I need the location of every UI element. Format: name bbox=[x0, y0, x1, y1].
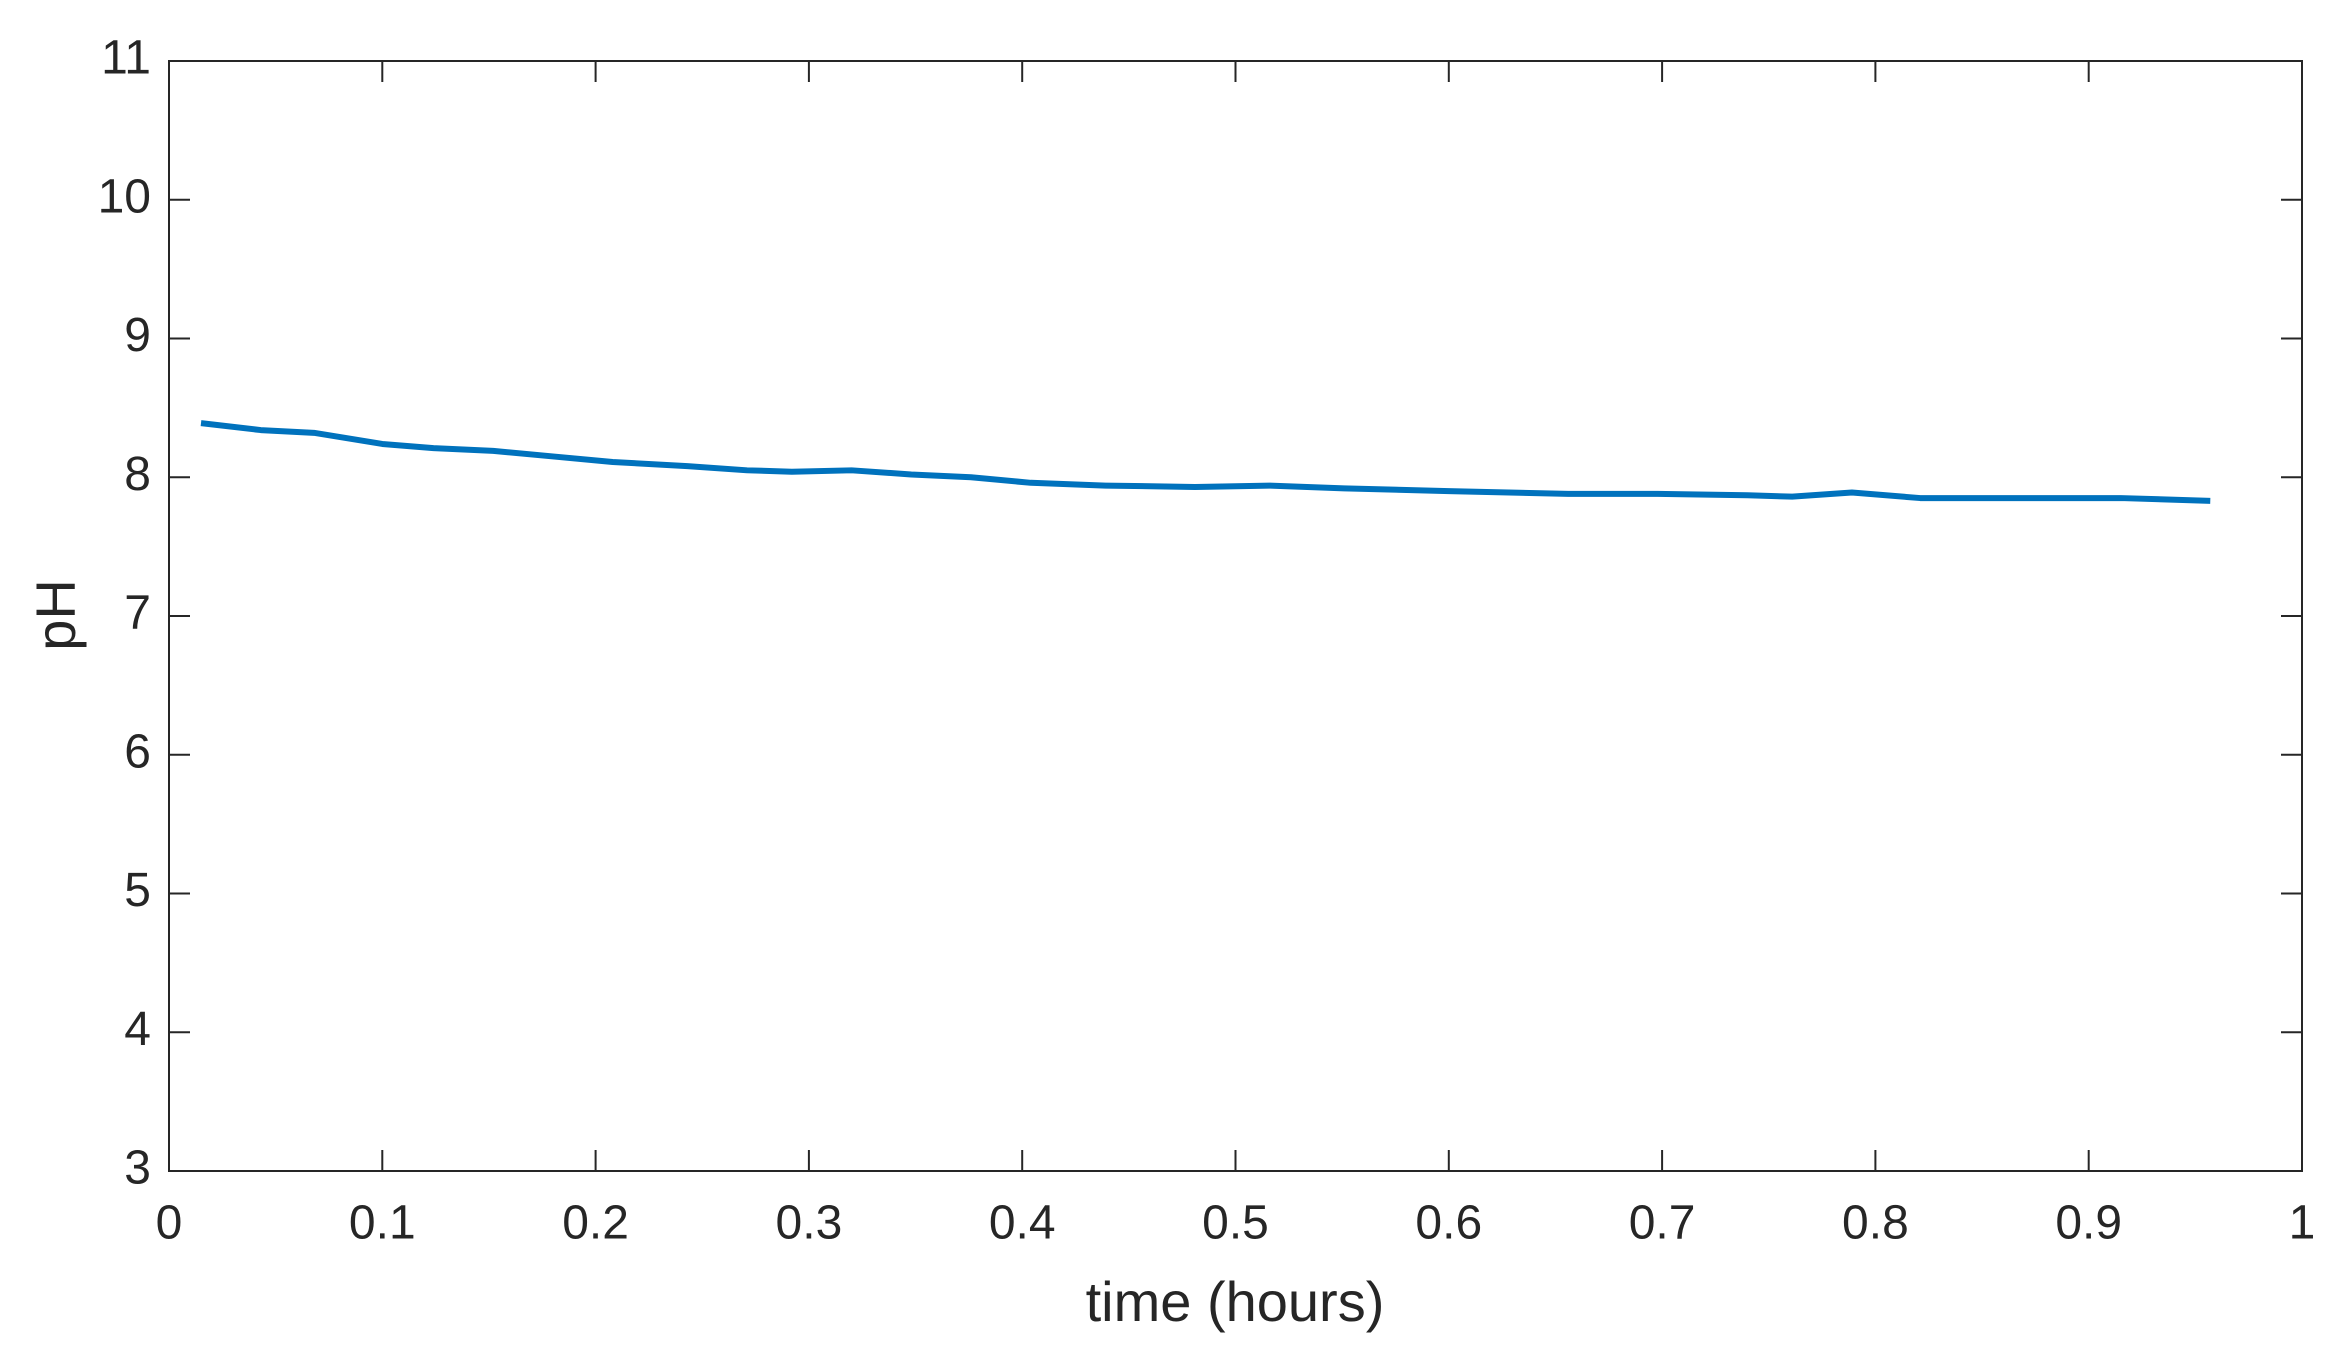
x-tick-label: 0.9 bbox=[2055, 1197, 2122, 1250]
y-tick-label: 10 bbox=[98, 170, 151, 223]
x-tick-label: 0.2 bbox=[562, 1197, 629, 1250]
x-tick-label: 1 bbox=[2289, 1197, 2316, 1250]
y-axis-label: pH bbox=[24, 579, 87, 651]
y-tick-label: 4 bbox=[124, 1003, 151, 1056]
y-tick-label: 5 bbox=[124, 864, 151, 917]
data-line bbox=[200, 420, 2211, 504]
y-tick-label: 7 bbox=[124, 587, 151, 640]
x-tick-label: 0.7 bbox=[1629, 1197, 1696, 1250]
x-tick-label: 0.5 bbox=[1202, 1197, 1269, 1250]
x-tick-label: 0.6 bbox=[1415, 1197, 1482, 1250]
axes-box bbox=[168, 60, 2303, 1172]
y-tick-label: 9 bbox=[124, 309, 151, 362]
y-tick-label: 6 bbox=[124, 725, 151, 778]
x-tick-label: 0.1 bbox=[349, 1197, 416, 1250]
y-tick-label: 8 bbox=[124, 448, 151, 501]
x-tick-label: 0.8 bbox=[1842, 1197, 1909, 1250]
x-tick-label: 0.3 bbox=[776, 1197, 843, 1250]
x-tick-label: 0 bbox=[156, 1197, 183, 1250]
x-axis-label: time (hours) bbox=[1086, 1270, 1385, 1333]
x-tick-label: 0.4 bbox=[989, 1197, 1056, 1250]
y-tick-label: 3 bbox=[124, 1142, 151, 1195]
y-tick-label: 11 bbox=[101, 32, 151, 85]
